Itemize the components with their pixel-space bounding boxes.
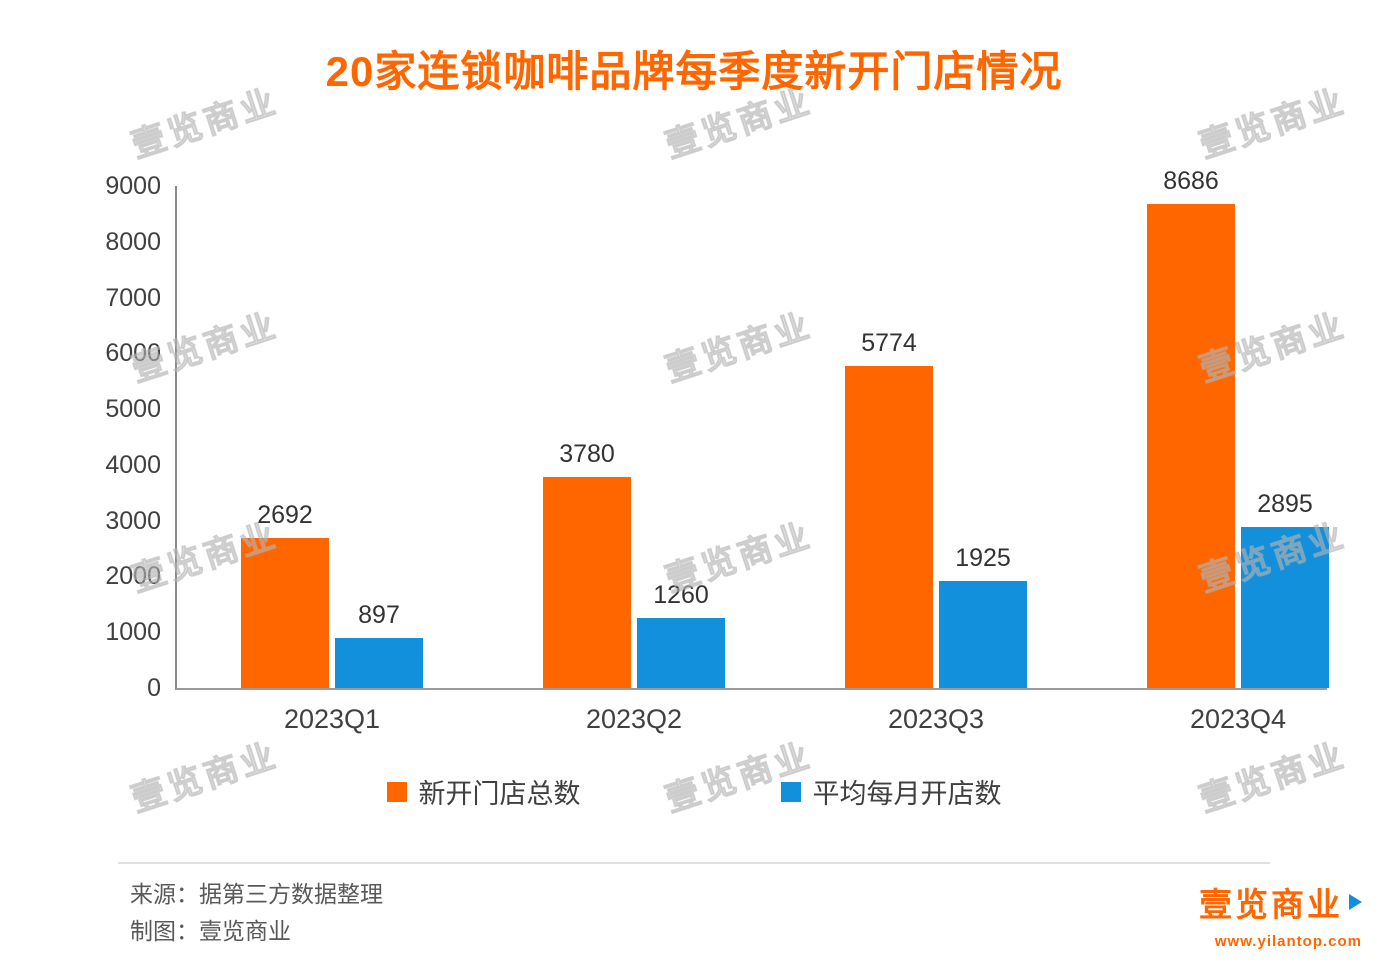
bar-value-label: 3780	[559, 440, 615, 469]
y-axis-tick-label: 6000	[105, 339, 161, 368]
bar-2023Q1-新开门店总数	[241, 537, 329, 688]
y-axis-tick-label: 2000	[105, 562, 161, 591]
bar-2023Q2-新开门店总数	[543, 477, 631, 688]
x-axis-category-label: 2023Q2	[585, 704, 683, 734]
y-axis-tick-label: 7000	[105, 283, 161, 312]
legend-swatch-icon	[780, 781, 801, 802]
legend-swatch-icon	[386, 781, 407, 802]
y-axis-tick-label: 0	[147, 674, 161, 702]
bar-2023Q3-平均每月开店数	[939, 580, 1027, 688]
y-axis-tick-label: 4000	[105, 450, 161, 479]
logo-play-icon	[1349, 894, 1362, 910]
x-axis-category-label: 2023Q3	[887, 704, 985, 734]
logo-row: 壹览商业	[1199, 878, 1362, 926]
bar-value-label: 2692	[257, 500, 313, 529]
brand-logo: 壹览商业 www.yilantop.com	[1199, 878, 1362, 950]
chart-title: 20家连锁咖啡品牌每季度新开门店情况	[325, 48, 1063, 95]
bar-2023Q4-平均每月开店数	[1241, 526, 1329, 688]
legend: 新开门店总数 平均每月开店数	[0, 772, 1388, 811]
bar-value-label: 897	[358, 600, 400, 629]
legend-label: 新开门店总数	[418, 779, 581, 809]
footer-divider	[118, 862, 1270, 864]
y-axis-tick-label: 8000	[105, 227, 161, 256]
logo-text: 壹览商业	[1199, 886, 1343, 923]
bar-2023Q4-新开门店总数	[1147, 203, 1235, 688]
bar-value-label: 2895	[1257, 489, 1313, 518]
bar-2023Q1-平均每月开店数	[335, 637, 423, 688]
bar-value-label: 1925	[955, 543, 1011, 572]
legend-item-1: 平均每月开店数	[780, 772, 1002, 811]
y-axis-tick-label: 3000	[105, 506, 161, 535]
logo-url: www.yilantop.com	[1214, 933, 1362, 950]
bar-value-label: 1260	[653, 580, 709, 609]
y-axis-tick-label: 9000	[105, 172, 161, 200]
maker-label: 制图：壹览商业	[130, 918, 291, 944]
x-axis-category-label: 2023Q1	[283, 704, 381, 734]
y-axis-tick-label: 1000	[105, 618, 161, 647]
bar-value-label: 8686	[1163, 166, 1219, 195]
bar-chart-plot-area: 0 1000 2000 3000 4000 5000 6000 7000 8000 9000 202…	[105, 167, 1329, 734]
source-label: 来源：据第三方数据整理	[130, 881, 383, 907]
bar-2023Q3-新开门店总数	[845, 365, 933, 688]
bar-value-label: 5774	[861, 328, 917, 357]
x-axis-category-label: 2023Q4	[1189, 704, 1287, 734]
legend-item-0: 新开门店总数	[386, 772, 581, 811]
y-axis-tick-label: 5000	[105, 395, 161, 424]
legend-label: 平均每月开店数	[812, 779, 1002, 809]
bar-2023Q2-平均每月开店数	[637, 617, 725, 688]
footer: 来源：据第三方数据整理 制图：壹览商业	[130, 876, 383, 950]
